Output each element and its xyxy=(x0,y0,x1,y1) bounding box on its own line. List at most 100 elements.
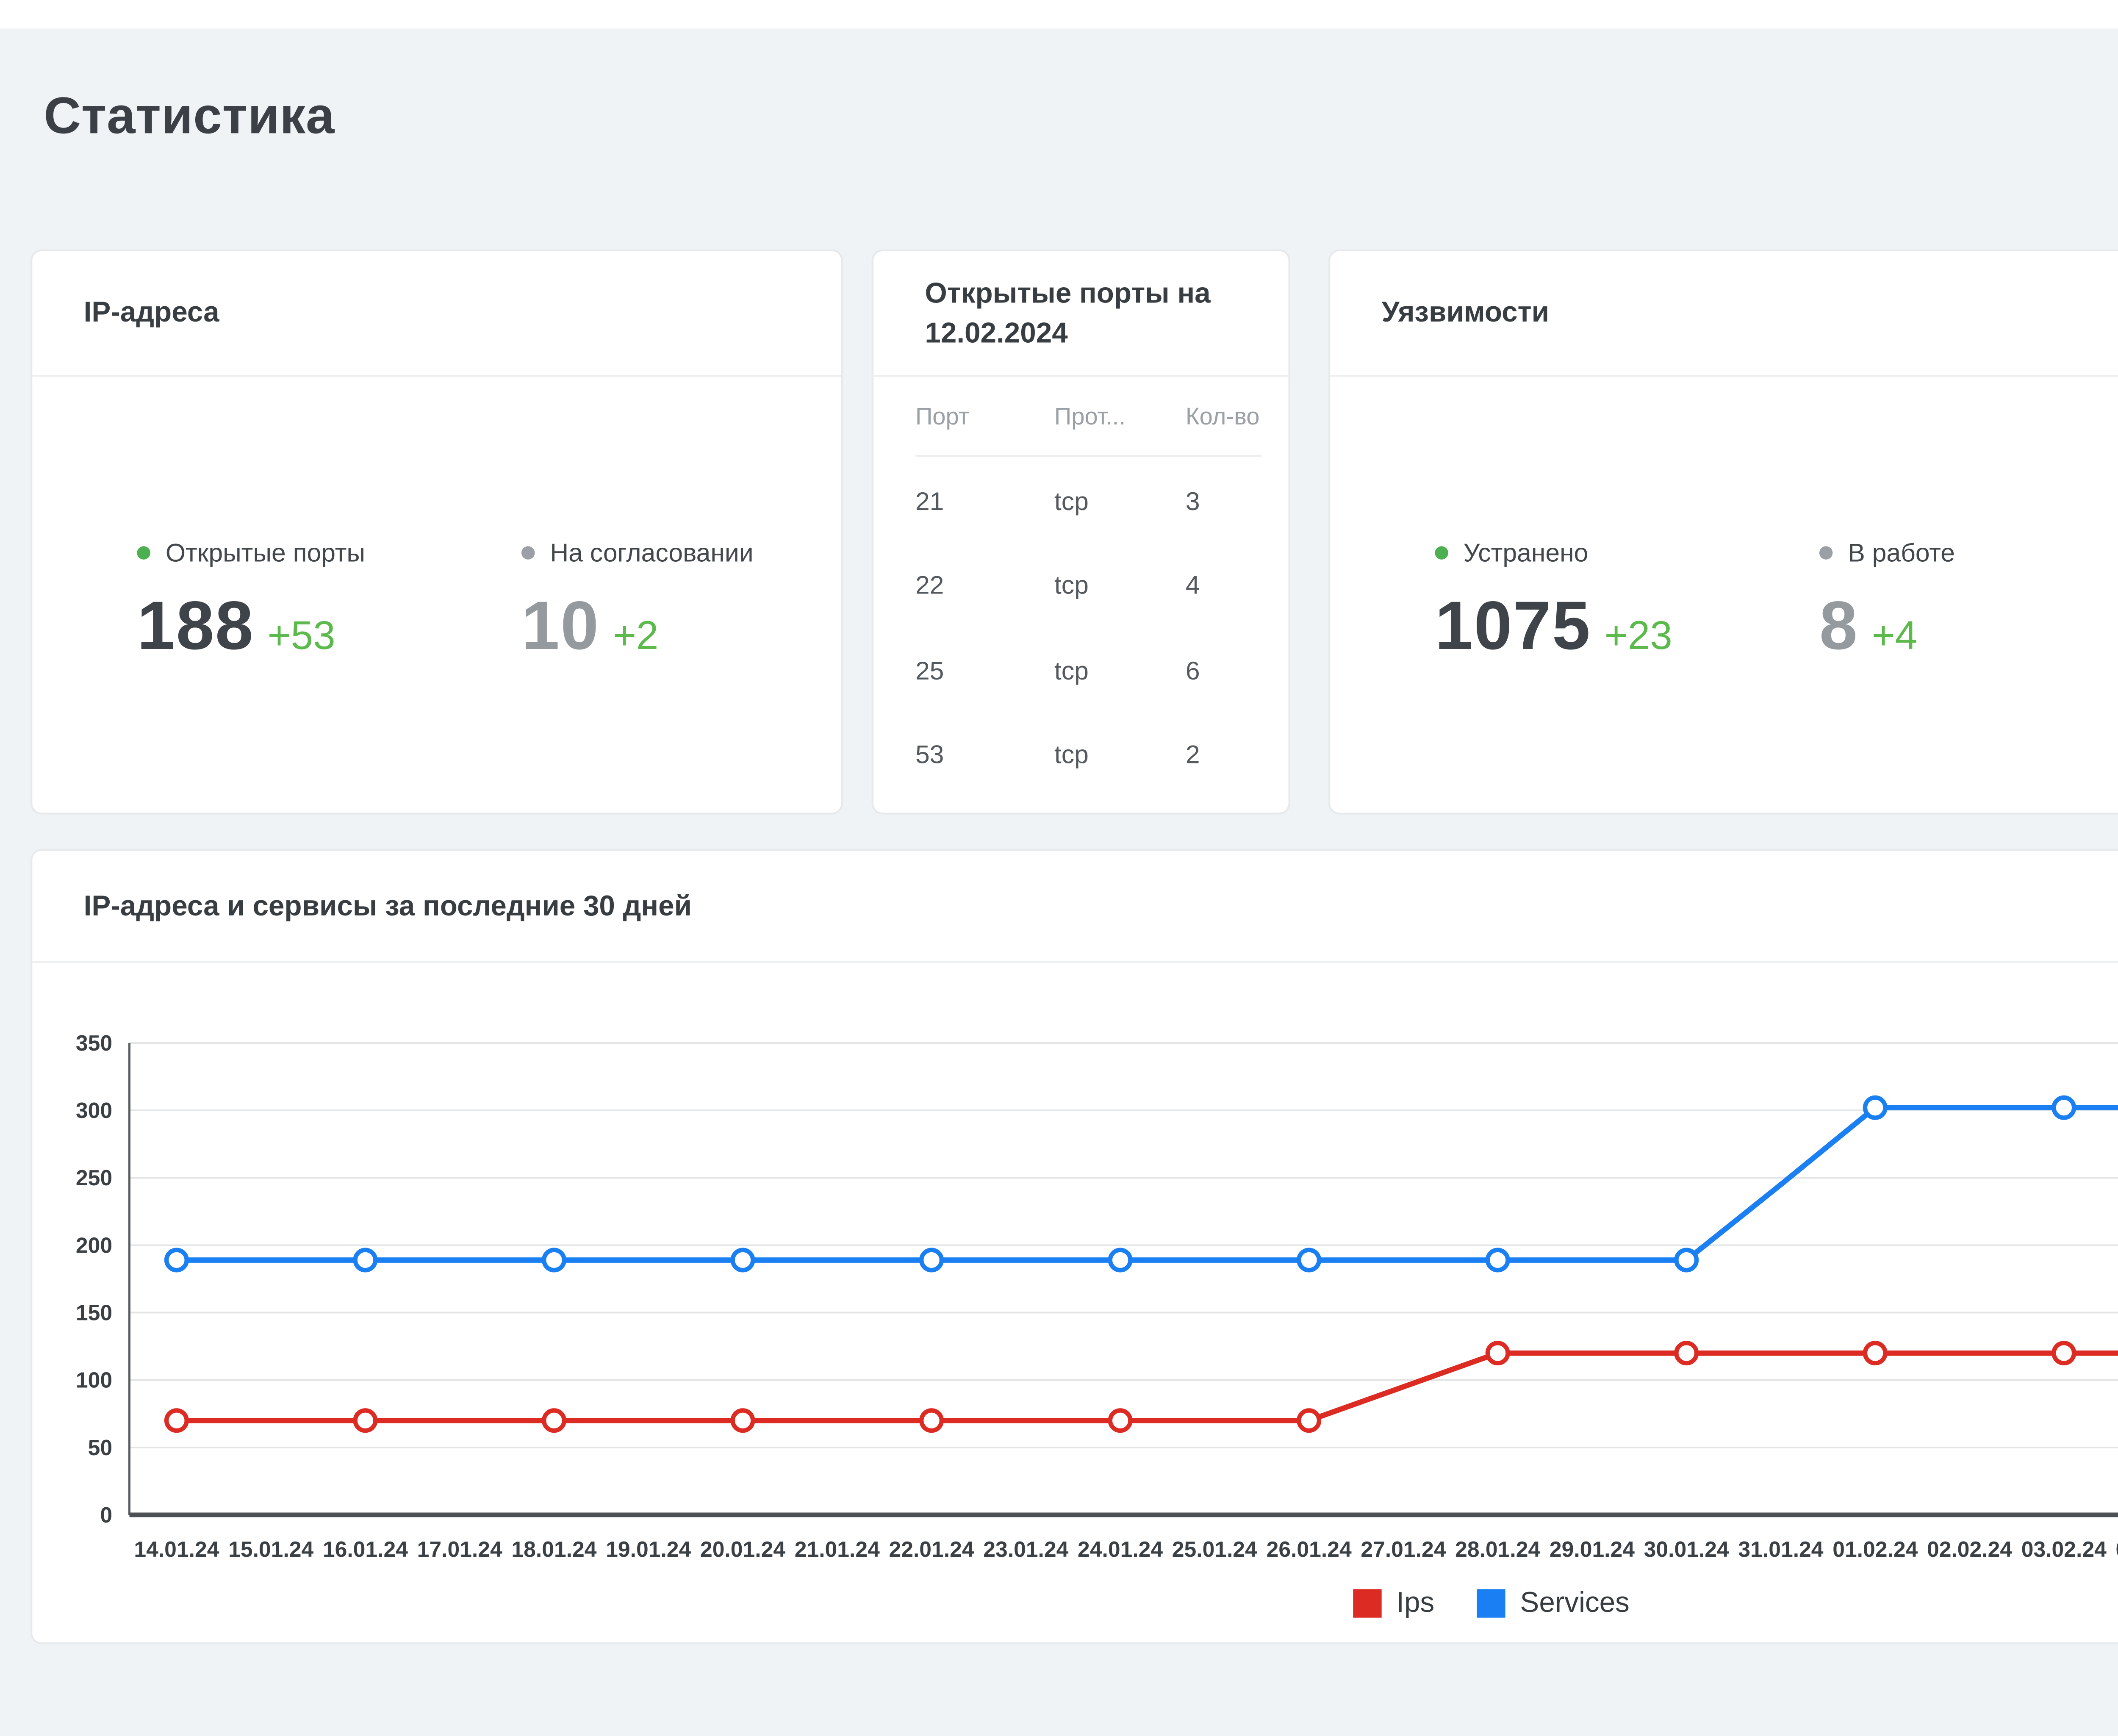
stat-label: Устранено xyxy=(1435,538,1672,567)
card-title: Открытые порты на 12.02.2024 xyxy=(925,277,1211,349)
table-row: 21 tcp 3 xyxy=(915,459,1262,544)
chart-legend-item-services[interactable]: Services xyxy=(1476,1587,1630,1620)
stat-label: На согласовании xyxy=(521,538,754,567)
ip-addresses-stats: Открытые порты 188 +53 На согласовании 10 +2 xyxy=(32,377,841,813)
stat-values: 8 +4 xyxy=(1819,586,1955,666)
stat-delta: +2 xyxy=(613,615,659,659)
x-tick-label: 15.01.24 xyxy=(228,1537,313,1561)
table-cell: tcp xyxy=(1054,571,1089,600)
table-cell: 22 xyxy=(915,571,944,600)
status-dot-icon xyxy=(521,546,535,560)
data-point-ips xyxy=(541,1408,566,1433)
series-line-ips xyxy=(174,1350,2118,1423)
table-body: 21 tcp 3 22 tcp 4 25 tcp 6 53 tcp 2 xyxy=(915,459,1262,798)
x-tick-label: 20.01.24 xyxy=(700,1537,785,1561)
table-row: 22 tcp 4 xyxy=(915,544,1262,628)
stat-delta: +4 xyxy=(1871,615,1918,659)
x-tick-label: 29.01.24 xyxy=(1550,1537,1635,1561)
stat-primary: Устранено 1075 +23 xyxy=(1435,538,1672,666)
data-point-services xyxy=(1863,1095,1888,1120)
stat-label: Открытые порты xyxy=(137,538,365,567)
data-point-ips xyxy=(730,1408,755,1433)
data-point-services xyxy=(164,1248,189,1273)
table-cell: 4 xyxy=(1185,571,1200,600)
x-tick-label: 16.01.24 xyxy=(323,1537,408,1561)
chart-legend-item-ips[interactable]: Ips xyxy=(1352,1587,1435,1620)
stat-values: 188 +53 xyxy=(137,586,365,666)
stat-primary: Открытые порты 188 +53 xyxy=(137,538,365,666)
table-cell: tcp xyxy=(1054,486,1089,516)
data-point-ips xyxy=(1485,1341,1510,1366)
y-tick-label: 350 xyxy=(76,1031,112,1055)
table-cell: 3 xyxy=(1185,486,1200,516)
x-tick-label: 02.02.24 xyxy=(1927,1537,2012,1561)
status-dot-icon xyxy=(1435,546,1448,560)
column-header: Прот... xyxy=(1054,402,1126,430)
stat-label-text: Устранено xyxy=(1463,538,1588,567)
stat-value: 188 xyxy=(137,586,255,664)
stat-values: 10 +2 xyxy=(521,586,754,666)
table-row: 25 tcp 6 xyxy=(915,628,1262,713)
status-dot-icon xyxy=(137,546,150,560)
card-vulnerabilities-header: Уязвимости xyxy=(1330,251,2118,377)
card-title: IP-адреса xyxy=(83,297,219,330)
y-tick-label: 150 xyxy=(76,1301,112,1325)
line-chart-legend: Ips Services xyxy=(32,1587,2118,1620)
stat-secondary: На согласовании 10 +2 xyxy=(521,538,754,666)
table-cell: 6 xyxy=(1185,656,1200,685)
table-cell: tcp xyxy=(1054,656,1089,685)
table-cell: 21 xyxy=(915,486,944,516)
data-point-ips xyxy=(164,1408,189,1433)
x-tick-label: 14.01.24 xyxy=(134,1537,219,1561)
data-point-services xyxy=(2051,1095,2076,1120)
y-tick-label: 250 xyxy=(76,1165,112,1190)
column-header: Порт xyxy=(915,402,970,430)
x-tick-label: 19.01.24 xyxy=(606,1537,691,1561)
x-tick-label: 30.01.24 xyxy=(1644,1537,1729,1561)
x-tick-label: 03.02.24 xyxy=(2021,1537,2107,1561)
card-title: Уязвимости xyxy=(1381,297,1550,330)
x-tick-label: 22.01.24 xyxy=(889,1537,974,1561)
card-open-ports: Открытые порты на 12.02.2024 Порт Прот...… xyxy=(871,249,1290,815)
data-point-services xyxy=(541,1248,566,1273)
table-cell: 53 xyxy=(915,740,944,770)
stat-delta: +53 xyxy=(267,615,335,659)
y-tick-label: 100 xyxy=(76,1368,112,1392)
data-point-ips xyxy=(2051,1341,2076,1366)
data-point-services xyxy=(919,1248,944,1273)
x-tick-label: 25.01.24 xyxy=(1172,1537,1257,1561)
card-timeline-header: IP-адреса и сервисы за последние 30 дней xyxy=(32,851,2118,963)
stat-label-text: Открытые порты xyxy=(165,538,366,567)
y-tick-label: 300 xyxy=(76,1098,112,1123)
stat-label: В работе xyxy=(1819,538,1955,567)
series-line-services xyxy=(174,1105,2118,1263)
legend-swatch-icon xyxy=(1352,1589,1381,1618)
stat-label-text: На согласовании xyxy=(550,538,754,567)
stat-values: 1075 +23 xyxy=(1435,586,1672,666)
x-tick-label: 31.01.24 xyxy=(1738,1537,1823,1561)
x-tick-label: 28.01.24 xyxy=(1455,1537,1540,1561)
top-strip xyxy=(0,0,2118,29)
page-title: Статистика xyxy=(44,87,335,145)
series-name: Ips xyxy=(1396,1587,1435,1620)
table-cell: tcp xyxy=(1054,740,1089,770)
status-dot-icon xyxy=(1819,546,1833,560)
stat-secondary: В работе 8 +4 xyxy=(1819,538,1955,666)
data-point-ips xyxy=(1863,1341,1888,1366)
x-tick-label: 24.01.24 xyxy=(1078,1537,1163,1561)
data-point-services xyxy=(1674,1248,1699,1273)
stat-label-text: В работе xyxy=(1848,538,1955,567)
x-tick-label: 27.01.24 xyxy=(1361,1537,1446,1561)
data-point-ips xyxy=(1674,1341,1699,1366)
card-title: IP-адреса и сервисы за последние 30 дней xyxy=(83,890,692,922)
x-tick-label: 01.02.24 xyxy=(1832,1537,1918,1561)
card-timeline-chart: IP-адреса и сервисы за последние 30 дней… xyxy=(30,849,2118,1644)
table-cell: 25 xyxy=(915,656,944,685)
stat-delta: +23 xyxy=(1604,615,1672,659)
data-point-ips xyxy=(1297,1408,1322,1433)
column-header: Кол-во xyxy=(1185,402,1260,430)
summary-cards-row: IP-адреса Открытые порты 188 +53 На согласо… xyxy=(0,249,2118,815)
stat-value: 1075 xyxy=(1435,586,1591,664)
